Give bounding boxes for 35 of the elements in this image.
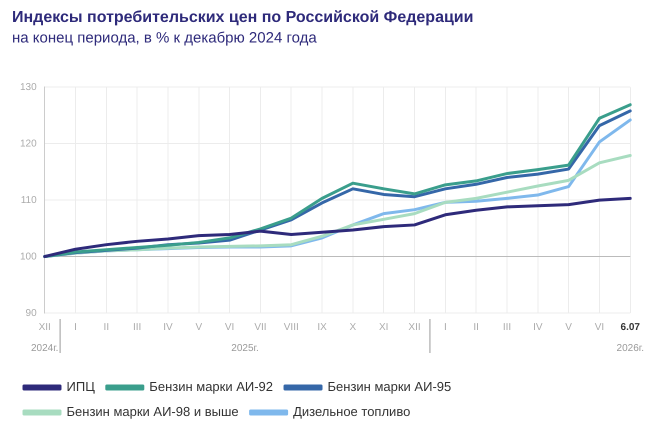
x-tick-label: II bbox=[104, 322, 110, 333]
chart-subtitle: на конец периода, в % к декабрю 2024 года bbox=[12, 29, 318, 46]
y-tick-label: 100 bbox=[20, 251, 38, 262]
legend-label: Бензин марки АИ-92 bbox=[149, 379, 274, 394]
x-tick-label: IX bbox=[317, 322, 328, 333]
legend-label: Дизельное топливо bbox=[293, 404, 410, 420]
y-tick-label: 90 bbox=[26, 308, 38, 319]
text: 2026г. bbox=[616, 342, 644, 354]
y-tick-label: 130 bbox=[20, 82, 38, 93]
x-tick-label: 6.07 bbox=[620, 322, 640, 333]
legend-label: Бензин марки АИ-98 и выше bbox=[66, 404, 239, 420]
x-tick-label: X bbox=[350, 322, 357, 333]
chart-title: Индексы потребительских цен по Российской Федерации bbox=[12, 9, 474, 26]
x-tick-label: XI bbox=[378, 322, 388, 333]
x-tick-label: IV bbox=[533, 322, 543, 333]
x-tick-label: IV bbox=[163, 322, 174, 333]
x-tick-label: V bbox=[195, 322, 202, 333]
y-tick-label: 120 bbox=[20, 138, 38, 150]
legend-label: ИПЦ bbox=[66, 379, 96, 394]
y-tick-label: 110 bbox=[20, 194, 38, 206]
x-tick-label: I bbox=[74, 322, 77, 333]
x-tick-label: I bbox=[444, 322, 447, 333]
text: 2025г. bbox=[231, 342, 259, 354]
x-tick-label: III bbox=[132, 322, 142, 333]
x-tick-label: V bbox=[565, 322, 572, 333]
x-tick-label: VIII bbox=[284, 322, 299, 333]
x-tick-label: III bbox=[502, 322, 512, 333]
legend-label: Бензин марки АИ-95 bbox=[328, 379, 452, 394]
x-tick-label: XII bbox=[408, 322, 421, 333]
x-tick-label: VII bbox=[254, 322, 267, 333]
x-tick-label: VI bbox=[594, 322, 604, 333]
x-tick-label: XII bbox=[38, 322, 51, 333]
x-tick-label: II bbox=[473, 322, 479, 333]
x-tick-label: VI bbox=[224, 322, 234, 333]
text: 2024г. bbox=[30, 342, 58, 354]
